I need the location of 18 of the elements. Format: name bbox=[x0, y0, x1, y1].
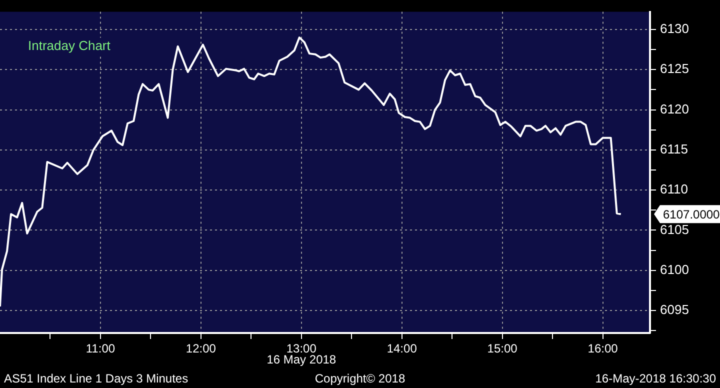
text: Copyright© 2018 bbox=[314, 371, 406, 386]
y-tick-label: 6105 bbox=[660, 222, 689, 237]
y-tick-label: 6095 bbox=[660, 302, 689, 318]
y-tick-label: 6110 bbox=[660, 182, 688, 197]
x-tick-label: 14:00 bbox=[386, 342, 418, 356]
x-tick-label: 11:00 bbox=[86, 342, 116, 356]
y-tick-label: 6115 bbox=[660, 141, 688, 156]
text: 16-May-2018 16:30:30 bbox=[595, 371, 716, 386]
x-tick-label: 15:00 bbox=[487, 342, 518, 356]
text: Intraday Chart bbox=[28, 38, 111, 53]
y-tick-label: 6120 bbox=[660, 101, 689, 116]
x-tick-label: 12:00 bbox=[186, 342, 216, 356]
y-tick-label: 6125 bbox=[660, 61, 689, 76]
x-tick-label: 16:00 bbox=[588, 342, 618, 356]
y-tick-label: 6100 bbox=[660, 262, 689, 277]
text: AS51 Index Line 1 Days 3 Minutes bbox=[4, 371, 188, 386]
y-tick-label: 6130 bbox=[660, 21, 689, 36]
text: 6107.0000 bbox=[663, 207, 720, 222]
